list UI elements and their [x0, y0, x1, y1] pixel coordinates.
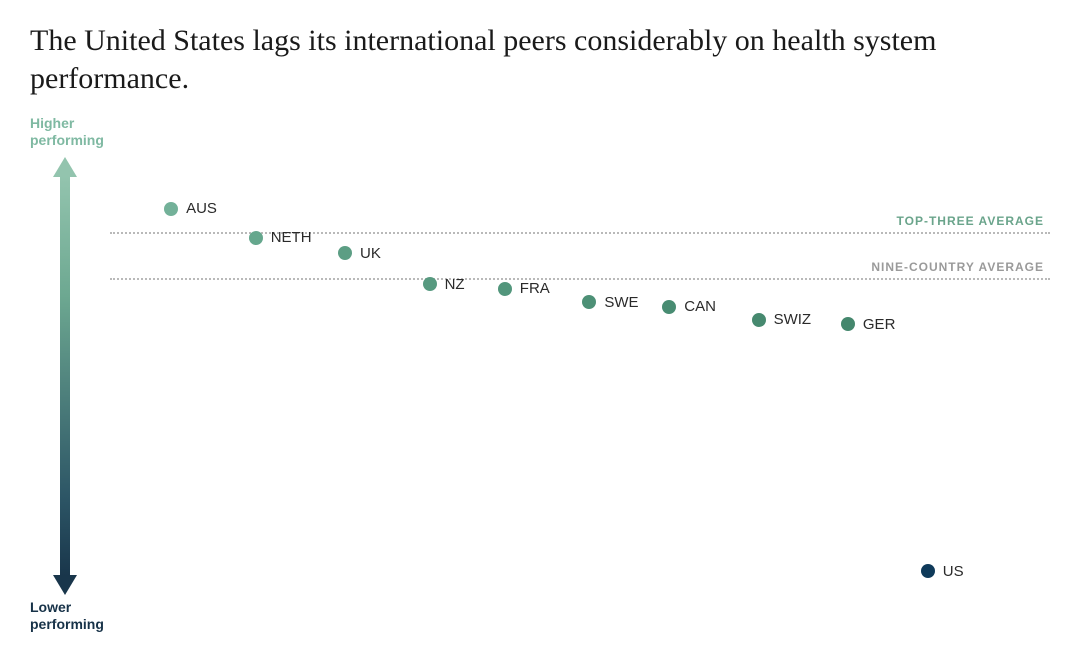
data-point-marker — [338, 246, 352, 260]
plot-region: TOP-THREE AVERAGE NINE-COUNTRY AVERAGE AUS… — [110, 156, 1050, 601]
chart-container: The United States lags its international… — [0, 0, 1080, 652]
data-point-label: CAN — [684, 298, 716, 315]
axis-low-label: Lower performing — [30, 599, 104, 633]
data-point-marker — [249, 231, 263, 245]
data-point-label: AUS — [186, 200, 217, 217]
axis-arrow — [60, 176, 70, 576]
data-point: GER — [841, 316, 896, 333]
data-point-marker — [582, 295, 596, 309]
data-point: AUS — [164, 200, 217, 217]
axis-high-label: Higher performing — [30, 115, 104, 149]
data-point: FRA — [498, 280, 550, 297]
data-point-label: US — [943, 563, 964, 580]
data-point-label: NZ — [445, 276, 465, 293]
data-point-label: SWIZ — [774, 311, 812, 328]
data-point: US — [921, 563, 964, 580]
data-point: SWIZ — [752, 311, 812, 328]
data-point-marker — [423, 277, 437, 291]
reference-line-label: NINE-COUNTRY AVERAGE — [871, 260, 1044, 274]
data-point-label: GER — [863, 316, 896, 333]
reference-line — [110, 278, 1050, 280]
data-point: CAN — [662, 298, 716, 315]
data-point-label: UK — [360, 245, 381, 262]
arrowhead-down-icon — [53, 575, 77, 595]
chart-area: Higher performing Lower performing TOP-T… — [30, 111, 1050, 651]
data-point: UK — [338, 245, 381, 262]
data-point: NZ — [423, 276, 465, 293]
chart-title: The United States lags its international… — [30, 22, 1030, 97]
data-point-label: FRA — [520, 280, 550, 297]
data-point-marker — [841, 317, 855, 331]
data-point-marker — [752, 313, 766, 327]
data-point-label: NETH — [271, 229, 312, 246]
data-point-label: SWE — [604, 294, 638, 311]
data-point-marker — [662, 300, 676, 314]
data-point: NETH — [249, 229, 312, 246]
reference-line-label: TOP-THREE AVERAGE — [897, 214, 1044, 228]
data-point-marker — [498, 282, 512, 296]
data-point-marker — [921, 564, 935, 578]
arrowhead-up-icon — [53, 157, 77, 177]
data-point: SWE — [582, 294, 638, 311]
data-point-marker — [164, 202, 178, 216]
